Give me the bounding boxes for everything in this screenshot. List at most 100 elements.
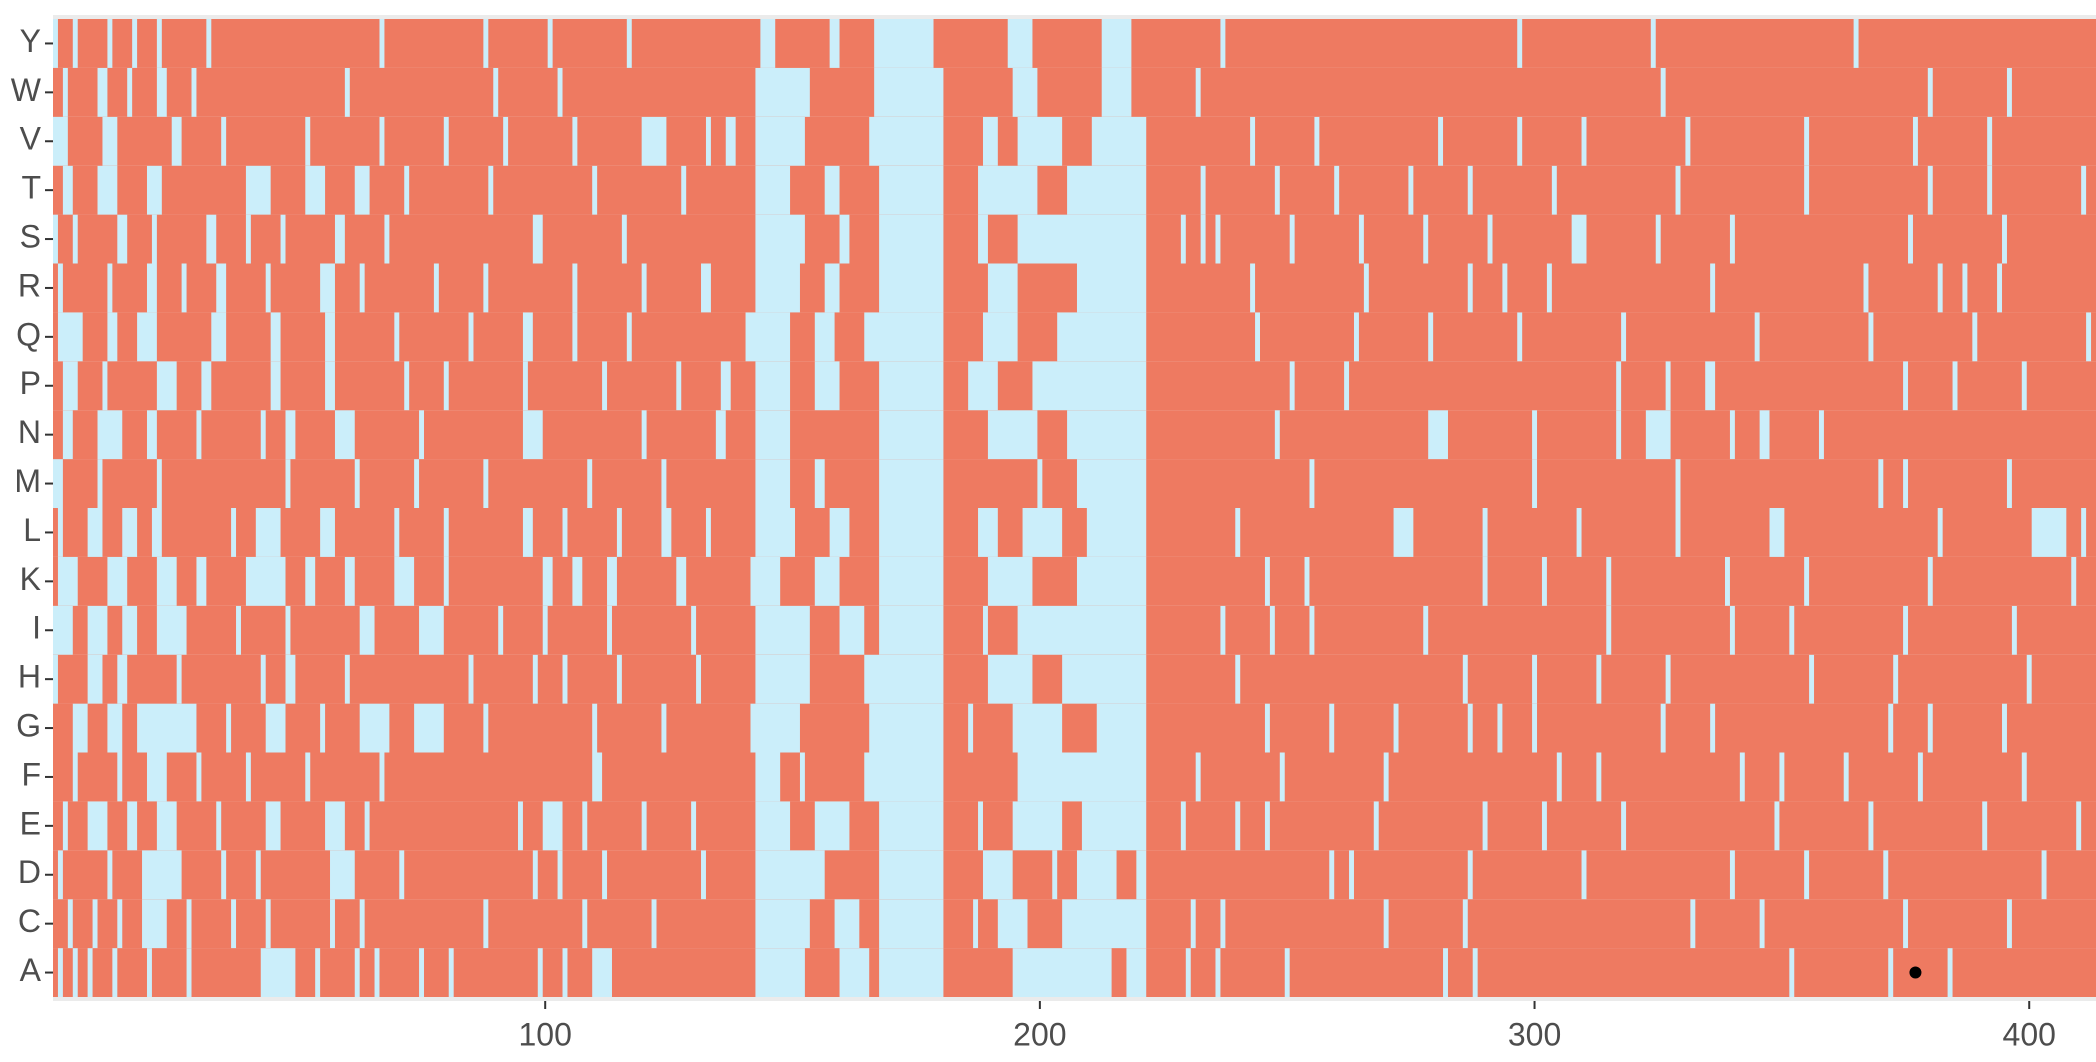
segment	[879, 165, 944, 215]
segment	[616, 508, 622, 557]
segment	[53, 19, 58, 68]
segment	[1868, 801, 1874, 851]
segment	[107, 312, 118, 362]
segment	[1616, 361, 1622, 411]
segment	[755, 67, 810, 117]
segment	[443, 556, 449, 606]
segment	[53, 654, 58, 704]
segment	[879, 508, 944, 557]
segment	[72, 948, 78, 997]
segment	[156, 556, 177, 606]
segment	[156, 67, 167, 117]
segment	[102, 361, 108, 411]
segment	[1067, 410, 1147, 460]
segment	[542, 801, 563, 851]
segment	[517, 801, 523, 851]
segment	[1358, 214, 1364, 264]
segment	[305, 752, 311, 802]
segment	[443, 116, 449, 166]
segment	[87, 508, 103, 557]
segment	[1220, 19, 1226, 68]
segment	[354, 948, 360, 997]
segment	[1541, 801, 1547, 851]
segment	[1274, 410, 1280, 460]
row-band	[53, 703, 2096, 753]
segment	[265, 263, 271, 313]
segment	[1393, 703, 1399, 753]
segment	[414, 459, 420, 508]
segment	[1136, 850, 1147, 900]
segment	[468, 312, 474, 362]
segment	[1329, 703, 1335, 753]
segment	[1769, 508, 1785, 557]
segment	[1467, 165, 1473, 215]
segment	[562, 508, 568, 557]
segment	[57, 948, 63, 997]
segment	[1616, 410, 1622, 460]
y-tick-label: A	[20, 952, 42, 988]
row-band	[53, 801, 2096, 851]
row-band	[53, 556, 2096, 606]
segment	[1126, 948, 1147, 997]
segment	[968, 703, 974, 753]
row-band	[53, 508, 2096, 557]
segment	[602, 850, 608, 900]
segment	[681, 165, 687, 215]
segment	[493, 67, 499, 117]
segment	[359, 703, 390, 753]
segment	[1062, 654, 1147, 704]
segment	[745, 312, 791, 362]
segment	[394, 508, 400, 557]
segment	[53, 116, 68, 166]
segment	[87, 654, 103, 704]
segment	[117, 654, 128, 704]
y-tick-label: P	[20, 365, 41, 401]
segment	[1462, 654, 1468, 704]
segment	[879, 361, 944, 411]
segment	[1710, 703, 1716, 753]
segment	[661, 459, 667, 508]
segment	[592, 703, 598, 753]
segment	[127, 801, 138, 851]
segment	[503, 116, 509, 166]
segment	[1180, 801, 1186, 851]
segment	[107, 703, 123, 753]
x-tick-label: 400	[2003, 1016, 2056, 1052]
segment	[1255, 312, 1261, 362]
segment	[1096, 703, 1147, 753]
segment	[750, 556, 781, 606]
segment	[305, 556, 316, 606]
segment	[1532, 654, 1538, 704]
segment	[1195, 67, 1201, 117]
segment	[1235, 654, 1241, 704]
y-tick-label: D	[18, 854, 41, 890]
segment	[1334, 165, 1340, 215]
segment	[1774, 801, 1780, 851]
segment	[2011, 605, 2017, 655]
segment	[879, 948, 944, 997]
segment	[1517, 19, 1523, 68]
segment	[344, 654, 350, 704]
segment	[1888, 703, 1894, 753]
segment	[1487, 214, 1493, 264]
y-tick-label: R	[18, 267, 41, 303]
segment	[245, 556, 286, 606]
segment	[142, 850, 182, 900]
segment	[156, 361, 177, 411]
segment	[1101, 19, 1132, 68]
segment	[1200, 165, 1206, 215]
y-tick-label: C	[18, 903, 41, 939]
segment	[1804, 850, 1810, 900]
segment	[483, 703, 489, 753]
segment	[1759, 410, 1770, 460]
segment	[72, 752, 78, 802]
segment	[87, 948, 93, 997]
segment	[325, 801, 345, 851]
segment	[824, 165, 840, 215]
segment	[547, 19, 553, 68]
segment	[1917, 752, 1923, 802]
segment	[62, 801, 68, 851]
segment	[414, 703, 444, 753]
segment	[1076, 556, 1147, 606]
segment	[755, 654, 810, 704]
